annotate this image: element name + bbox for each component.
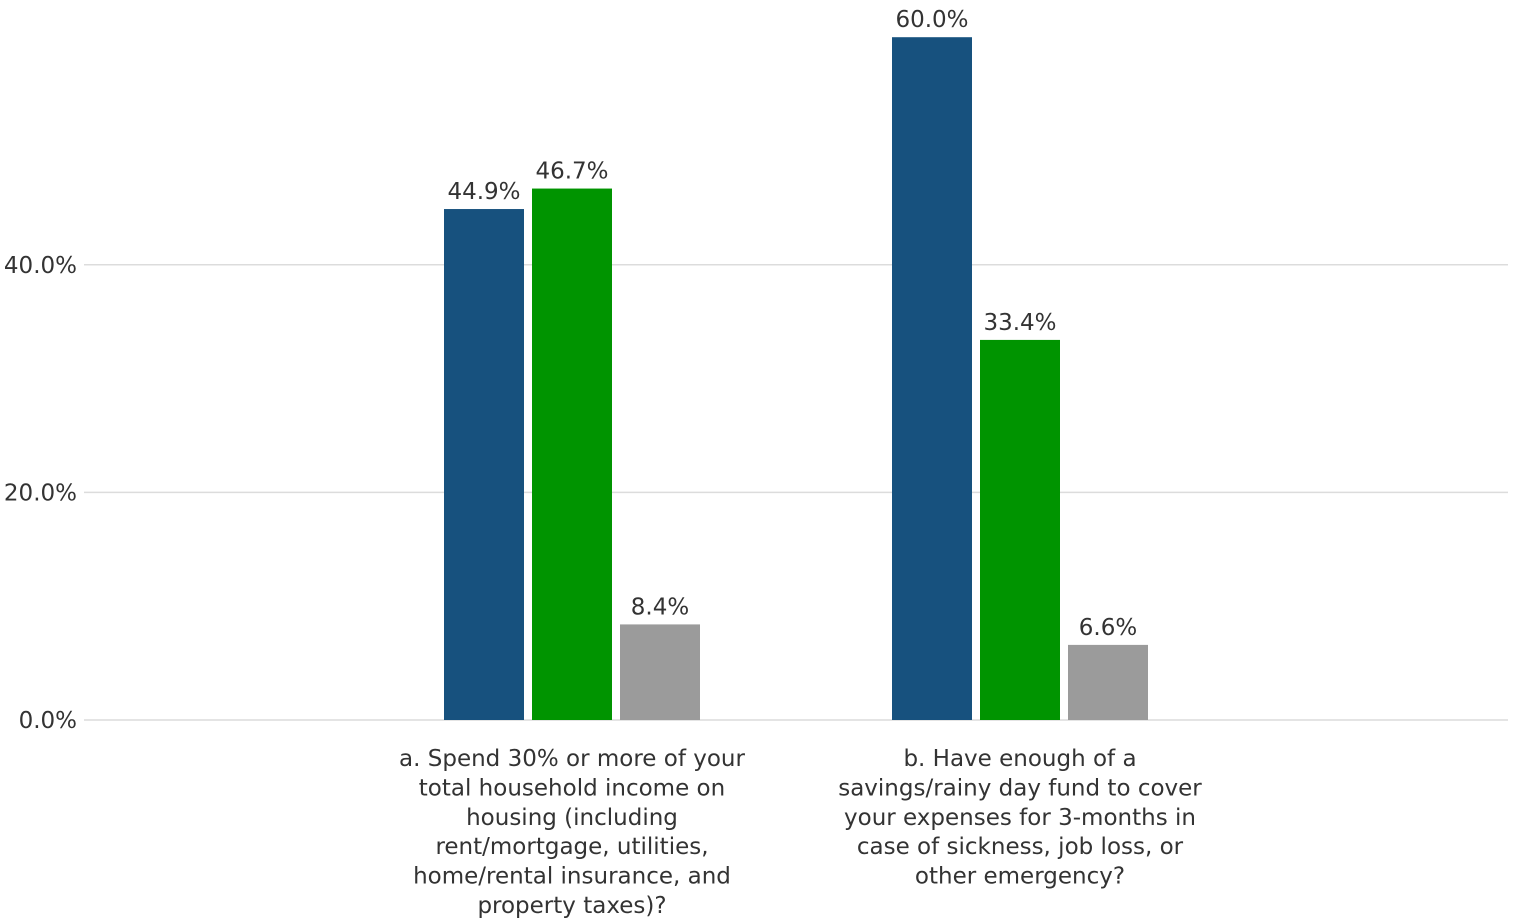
category-label-line: total household income on <box>419 775 725 801</box>
category-label-line: savings/rainy day fund to cover <box>838 775 1202 801</box>
data-label: 60.0% <box>895 7 968 33</box>
bar <box>980 339 1060 720</box>
category-labels: a. Spend 30% or more of your total househ… <box>399 746 1202 919</box>
bar <box>444 209 524 720</box>
data-label: 6.6% <box>1079 615 1137 641</box>
category-label: a. Spend 30% or more of your total househ… <box>399 746 745 919</box>
y-tick-label: 40.0% <box>4 253 77 279</box>
data-labels: 44.9% 46.7% 8.4% 60.0% 33.4% 6.6% <box>447 7 1137 641</box>
bar <box>892 37 972 720</box>
data-label: 46.7% <box>535 159 608 185</box>
bar <box>1068 644 1148 720</box>
y-tick-label: 20.0% <box>4 480 77 506</box>
gridlines <box>84 264 1508 721</box>
category-label-line: housing (including <box>466 805 678 831</box>
category-label-line: rent/mortgage, utilities, <box>435 834 708 860</box>
category-label-line: other emergency? <box>915 864 1125 890</box>
category-label-line: case of sickness, job loss, or <box>857 834 1184 860</box>
category-label: b. Have enough of a savings/rainy day fun… <box>838 746 1202 890</box>
data-label: 33.4% <box>983 310 1056 336</box>
category-label-line: b. Have enough of a <box>903 746 1136 772</box>
data-label: 44.9% <box>447 179 520 205</box>
y-axis-ticks: 0.0% 20.0% 40.0% <box>4 253 77 734</box>
bar <box>620 624 700 720</box>
y-tick-label: 0.0% <box>19 708 77 734</box>
category-label-line: your expenses for 3-months in <box>844 805 1196 831</box>
category-label-line: property taxes)? <box>477 893 666 919</box>
data-label: 8.4% <box>631 594 689 620</box>
bar <box>532 188 612 720</box>
bars <box>444 37 1148 720</box>
category-label-line: a. Spend 30% or more of your <box>399 746 745 772</box>
category-label-line: home/rental insurance, and <box>413 864 731 890</box>
